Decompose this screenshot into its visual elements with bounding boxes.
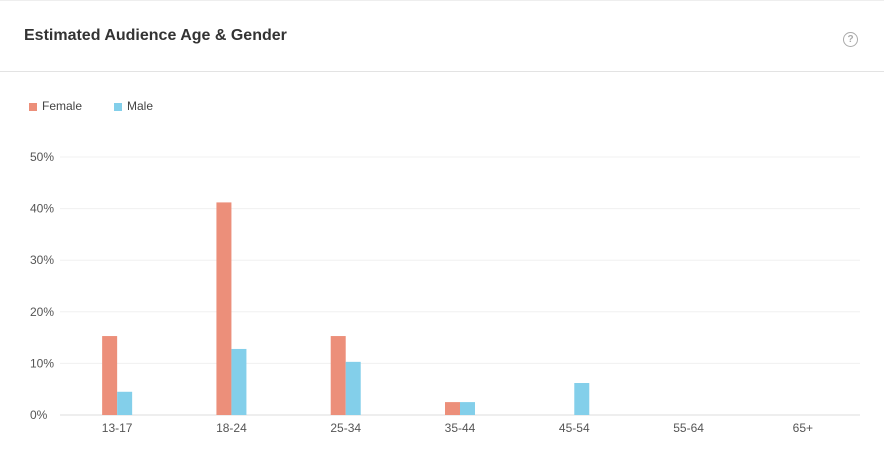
female-swatch — [29, 102, 37, 111]
x-tick-label: 65+ — [793, 421, 813, 435]
bar-male-25-34[interactable] — [345, 361, 361, 415]
bar-female-18-24[interactable] — [216, 202, 232, 415]
x-tick-label: 55-64 — [673, 421, 704, 435]
bar-female-25-34[interactable] — [330, 336, 346, 415]
bar-male-18-24[interactable] — [231, 348, 247, 415]
bar-female-35-44[interactable] — [445, 402, 460, 415]
card-title: Estimated Audience Age & Gender — [24, 27, 287, 44]
x-tick-label: 25-34 — [330, 421, 361, 435]
x-tick-label: 13-17 — [102, 421, 133, 435]
y-tick-label: 40% — [30, 202, 54, 216]
x-tick-label: 18-24 — [216, 421, 247, 435]
help-icon[interactable]: ? — [843, 32, 858, 47]
legend-item-male[interactable]: Male — [114, 99, 153, 113]
bar-male-45-54[interactable] — [574, 383, 590, 415]
y-tick-label: 50% — [30, 150, 54, 164]
bar-male-13-17[interactable] — [117, 391, 133, 415]
y-tick-label: 30% — [30, 253, 54, 267]
y-tick-label: 10% — [30, 356, 54, 370]
bar-female-13-17[interactable] — [102, 336, 118, 415]
legend-label: Male — [127, 99, 154, 113]
bar-male-35-44[interactable] — [460, 402, 475, 415]
x-tick-label: 35-44 — [445, 421, 476, 435]
y-tick-label: 0% — [30, 408, 48, 422]
male-swatch — [114, 102, 123, 111]
y-tick-label: 20% — [30, 305, 54, 319]
chart-legend: Female Male — [29, 99, 153, 113]
x-tick-label: 45-54 — [559, 421, 590, 435]
legend-label: Female — [42, 99, 83, 113]
card-header: Estimated Audience Age & Gender ? — [0, 1, 884, 72]
legend-item-female[interactable]: Female — [29, 99, 82, 113]
